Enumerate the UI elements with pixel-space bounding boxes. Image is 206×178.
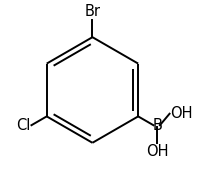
Text: Cl: Cl (16, 118, 30, 133)
Text: Br: Br (84, 4, 101, 19)
Text: OH: OH (146, 144, 169, 159)
Text: B: B (152, 118, 162, 133)
Text: OH: OH (170, 106, 193, 121)
